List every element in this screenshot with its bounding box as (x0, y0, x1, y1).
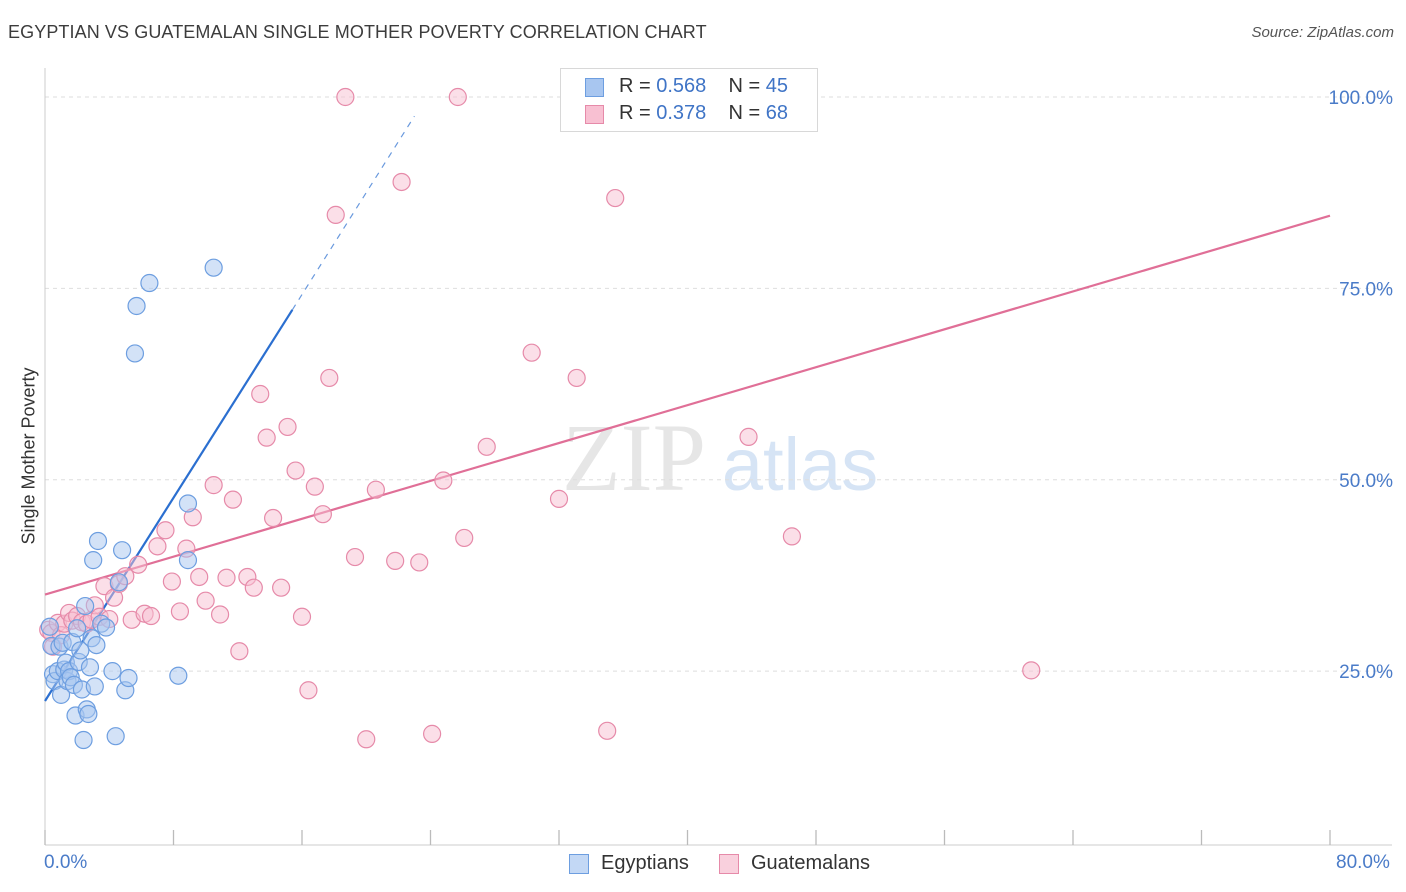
point-egyptians (84, 551, 103, 570)
y-tick-label: 75.0% (1339, 279, 1393, 300)
n-label: N = (728, 75, 761, 97)
point-guatemalans (230, 642, 249, 661)
watermark: ZIP atlas (562, 404, 878, 511)
point-guatemalans (299, 681, 318, 700)
n-value: 45 (765, 75, 789, 97)
y-axis-title: Single Mother Poverty (18, 367, 39, 545)
point-guatemalans (477, 437, 496, 456)
point-egyptians (88, 531, 108, 551)
point-guatemalans (448, 87, 467, 107)
point-egyptians (87, 635, 106, 655)
point-egyptians (74, 730, 93, 750)
y-tick-label: 100.0% (1329, 88, 1394, 109)
point-guatemalans (263, 508, 283, 528)
y-tick-label: 25.0% (1339, 662, 1393, 683)
n-label: N = (728, 102, 761, 124)
point-egyptians (68, 619, 87, 638)
point-guatemalans (204, 476, 223, 495)
r-label: R = (619, 75, 651, 97)
point-egyptians (80, 658, 100, 677)
point-guatemalans (345, 547, 365, 567)
egyptians-swatch (585, 78, 604, 97)
point-guatemalans (782, 527, 802, 546)
point-egyptians (204, 258, 223, 277)
point-egyptians (79, 704, 98, 724)
point-guatemalans (286, 461, 305, 480)
point-guatemalans (141, 606, 161, 626)
point-guatemalans (739, 427, 758, 446)
point-guatemalans (210, 605, 230, 624)
stats-legend: R = 0.568 N = 45 R = 0.378 N = 68 (560, 68, 818, 132)
point-guatemalans (278, 417, 297, 437)
point-egyptians (71, 641, 90, 660)
chart-title: EGYPTIAN VS GUATEMALAN SINGLE MOTHER POV… (8, 22, 707, 42)
point-guatemalans (292, 607, 312, 626)
legend-swatch-egyptians (569, 854, 589, 874)
y-tick-label: 50.0% (1339, 471, 1393, 492)
r-value: 0.568 (656, 75, 707, 97)
point-guatemalans (522, 343, 541, 362)
x-axis-min-label: 0.0% (44, 852, 88, 873)
point-egyptians (103, 662, 122, 681)
point-guatemalans (598, 721, 617, 740)
point-guatemalans (434, 471, 453, 490)
point-egyptians (85, 677, 104, 696)
point-guatemalans (244, 578, 263, 597)
point-egyptians (76, 596, 95, 616)
point-guatemalans (257, 428, 276, 447)
point-egyptians (40, 617, 59, 636)
point-guatemalans (410, 553, 429, 572)
point-egyptians (140, 273, 159, 293)
chart-source: Source: ZipAtlas.com (1251, 24, 1394, 41)
point-guatemalans (190, 567, 209, 587)
legend-label-guatemalans: Guatemalans (751, 852, 870, 874)
point-guatemalans (320, 368, 339, 388)
point-guatemalans (223, 490, 243, 509)
guatemalans-swatch (585, 105, 604, 124)
r-value: 0.378 (656, 102, 707, 124)
point-egyptians (106, 727, 125, 746)
point-guatemalans (305, 477, 324, 496)
point-egyptians (112, 541, 132, 560)
point-guatemalans (392, 172, 411, 192)
point-guatemalans (455, 528, 474, 548)
r-label: R = (619, 102, 651, 124)
point-egyptians (178, 551, 198, 570)
n-value: 68 (765, 102, 789, 124)
point-egyptians (169, 666, 188, 685)
point-guatemalans (606, 188, 625, 208)
point-egyptians (119, 668, 138, 688)
point-guatemalans (386, 551, 405, 570)
point-guatemalans (156, 521, 175, 540)
legend-label-egyptians: Egyptians (601, 852, 689, 874)
point-guatemalans (366, 480, 385, 499)
point-guatemalans (129, 555, 148, 574)
point-guatemalans (423, 724, 442, 743)
point-guatemalans (567, 368, 586, 388)
point-guatemalans (148, 537, 167, 556)
point-egyptians (127, 296, 146, 316)
x-axis-max-label: 80.0% (1336, 852, 1390, 873)
point-egyptians (109, 573, 128, 592)
trend-line-guatemalans (44, 214, 1331, 596)
point-egyptians (178, 494, 198, 513)
point-guatemalans (162, 572, 181, 591)
point-guatemalans (357, 730, 376, 749)
point-guatemalans (313, 505, 332, 524)
point-guatemalans (326, 205, 345, 224)
point-guatemalans (1022, 661, 1041, 680)
point-guatemalans (336, 87, 355, 107)
point-guatemalans (217, 568, 236, 587)
legend-swatch-guatemalans (719, 854, 739, 874)
point-egyptians (96, 618, 116, 637)
point-egyptians (125, 344, 145, 363)
point-guatemalans (196, 591, 215, 610)
point-guatemalans (170, 602, 190, 621)
trend-extension-egyptians (291, 115, 415, 311)
point-guatemalans (549, 489, 569, 508)
point-guatemalans (251, 384, 270, 404)
point-guatemalans (272, 578, 291, 597)
